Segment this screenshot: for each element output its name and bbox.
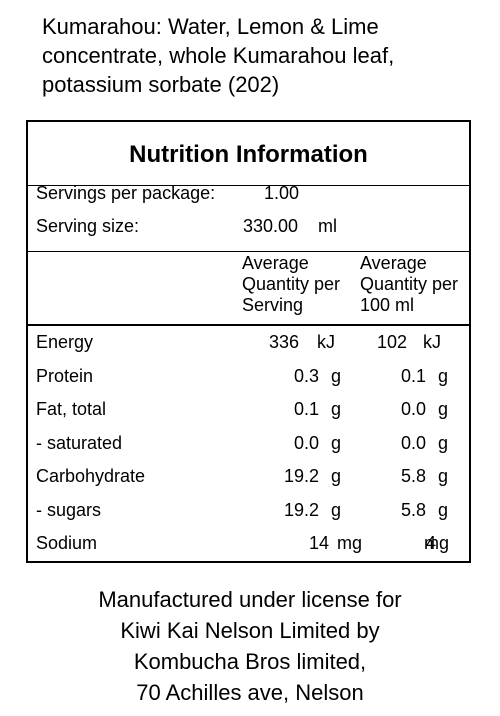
manufacturer-line-4: 70 Achilles ave, Nelson: [136, 680, 364, 705]
nutrient-label: Protein: [36, 366, 94, 386]
divider: [28, 251, 469, 252]
serving-value: 0.1: [293, 399, 319, 419]
divider: [28, 324, 469, 326]
per100-value: 4: [425, 533, 436, 553]
per100-unit: g: [438, 466, 449, 486]
ingredients-line-2: concentrate, whole Kumarahou leaf,: [42, 43, 395, 68]
serving-value: 336: [268, 332, 299, 352]
serving-value: 14: [308, 533, 329, 553]
per100-unit: mg: [424, 533, 450, 553]
serving-size-unit: ml: [318, 216, 337, 236]
column-header-line: 100 ml: [360, 295, 415, 315]
column-header-line: Quantity per: [242, 274, 341, 294]
column-header-line: Average: [242, 253, 309, 273]
ingredients-line-1: Kumarahou: Water, Lemon & Lime: [42, 14, 379, 39]
serving-value: 0.0: [293, 433, 319, 453]
serving-unit: mg: [337, 533, 363, 553]
nutrient-label: - saturated: [36, 433, 123, 453]
nutrient-label: Fat, total: [36, 399, 107, 419]
per100-value: 5.8: [400, 466, 426, 486]
divider: [28, 185, 469, 186]
manufacturer-line-2: Kiwi Kai Nelson Limited by: [120, 618, 380, 643]
serving-unit: g: [331, 500, 342, 520]
serving-size-label: Serving size:: [36, 216, 140, 236]
nutrient-label: - sugars: [36, 500, 102, 520]
per100-value: 0.1: [400, 366, 426, 386]
serving-value: 19.2: [283, 466, 319, 486]
serving-value: 19.2: [283, 500, 319, 520]
per100-unit: g: [438, 500, 449, 520]
servings-value: 1.00: [264, 183, 300, 203]
per100-value: 0.0: [400, 399, 426, 419]
ingredients-text: Kumarahou: Water, Lemon & Lime concentra…: [42, 12, 482, 99]
manufacturer-line-1: Manufactured under license for: [98, 587, 402, 612]
serving-size-value: 330.00: [243, 216, 299, 236]
column-header-line: Quantity per: [360, 274, 459, 294]
nutrition-panel: Nutrition Information Servings per packa…: [26, 120, 471, 563]
column-header-line: Average: [360, 253, 427, 273]
column-header-line: Serving: [242, 295, 304, 315]
nutrition-title: Nutrition Information: [129, 141, 368, 168]
per100-value: 5.8: [400, 500, 426, 520]
per100-unit: kJ: [423, 332, 441, 352]
per100-unit: g: [438, 433, 449, 453]
serving-unit: g: [331, 399, 342, 419]
column-header-per-100ml: Average Quantity per 100 ml: [360, 253, 458, 316]
serving-value: 0.3: [293, 366, 319, 386]
serving-unit: g: [331, 433, 342, 453]
per100-unit: g: [438, 366, 449, 386]
nutrient-label: Sodium: [36, 533, 98, 553]
per100-value: 0.0: [400, 433, 426, 453]
serving-unit: g: [331, 366, 342, 386]
ingredients-line-3: potassium sorbate (202): [42, 72, 280, 97]
per100-unit: g: [438, 399, 449, 419]
column-header-per-serving: Average Quantity per Serving: [242, 253, 340, 316]
serving-unit: kJ: [317, 332, 335, 352]
manufacturer-text: Manufactured under license for Kiwi Kai …: [0, 584, 500, 708]
per100-value: 102: [376, 332, 407, 352]
manufacturer-line-3: Kombucha Bros limited,: [133, 649, 367, 674]
nutrient-label: Carbohydrate: [36, 466, 146, 486]
nutrient-label: Energy: [36, 332, 94, 352]
servings-label: Servings per package:: [36, 183, 216, 203]
serving-unit: g: [331, 466, 342, 486]
